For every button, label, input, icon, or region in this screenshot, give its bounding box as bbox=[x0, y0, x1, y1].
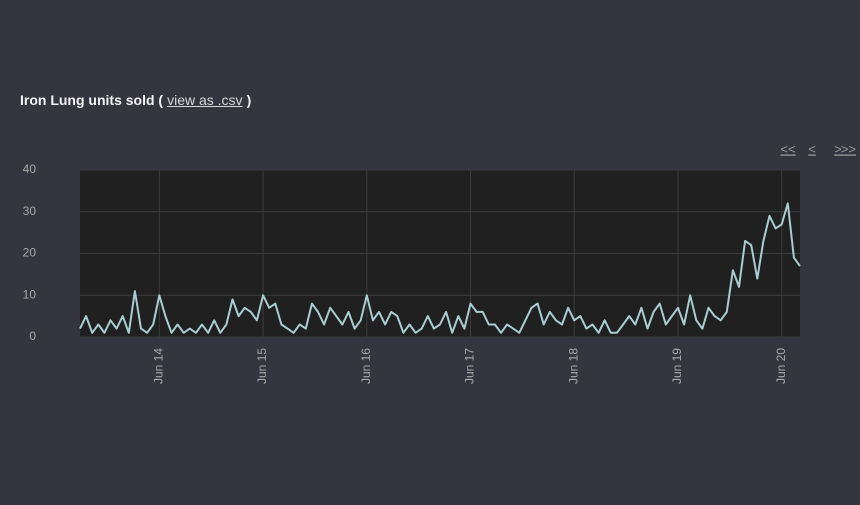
nav-button[interactable]: > bbox=[834, 141, 842, 156]
chart-title: Iron Lung units sold ( bbox=[20, 92, 164, 108]
title-close: ) bbox=[246, 92, 252, 108]
nav-button[interactable]: >> bbox=[841, 141, 856, 156]
title-bar: Iron Lung units sold (view as .csv) bbox=[20, 92, 251, 108]
x-tick-label: Jun 18 bbox=[566, 348, 580, 384]
x-tick-label: Jun 16 bbox=[359, 348, 373, 384]
y-tick-label: 40 bbox=[23, 162, 37, 176]
nav-button[interactable]: < bbox=[808, 141, 816, 156]
y-tick-label: 10 bbox=[23, 287, 37, 301]
line bbox=[79, 202, 801, 334]
nav-button[interactable]: << bbox=[780, 141, 795, 156]
x-tick-label: Jun 20 bbox=[774, 348, 788, 384]
x-tick-label: Jun 15 bbox=[255, 348, 269, 384]
x-tick-label: Jun 14 bbox=[151, 348, 165, 384]
y-tick-label: 20 bbox=[23, 246, 37, 260]
x-tick-label: Jun 19 bbox=[670, 348, 684, 384]
y-tick-label: 0 bbox=[29, 329, 36, 343]
x-tick-label: Jun 17 bbox=[463, 348, 477, 384]
csv-link[interactable]: view as .csv bbox=[167, 92, 243, 108]
y-tick-label: 30 bbox=[23, 204, 37, 218]
